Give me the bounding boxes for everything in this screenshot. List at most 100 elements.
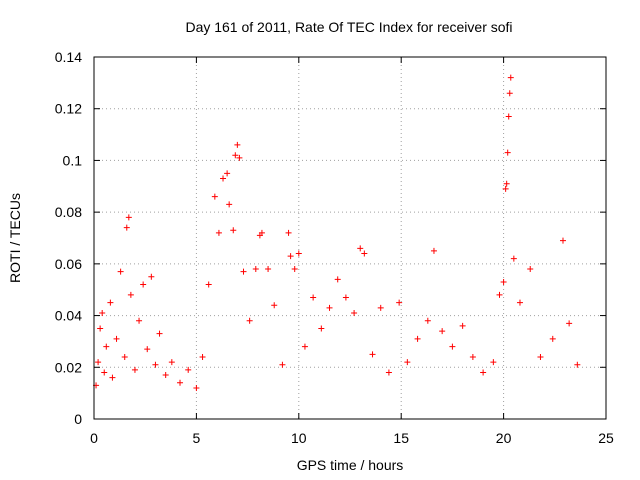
data-point [279, 361, 286, 368]
data-point [377, 304, 384, 311]
y-tick-label: 0.06 [55, 256, 82, 272]
data-point [215, 229, 222, 236]
data-point [193, 384, 200, 391]
data-point [480, 369, 487, 376]
data-point [230, 227, 237, 234]
data-point [351, 309, 358, 316]
data-point [527, 266, 534, 273]
data-point [496, 291, 503, 298]
x-tick-label: 25 [598, 430, 614, 446]
data-point [285, 229, 292, 236]
data-point [234, 141, 241, 148]
axis-ticks: 0 5 10 15 20 25 0 0.02 0.04 0.06 0.08 0.1 0.12 0.14 [55, 49, 614, 446]
data-point [424, 317, 431, 324]
data-point [342, 294, 349, 301]
data-point [103, 343, 110, 350]
data-point [500, 278, 507, 285]
data-point [502, 185, 509, 192]
x-tick-label: 5 [193, 430, 201, 446]
data-point [162, 372, 169, 379]
data-point [185, 366, 192, 373]
data-point [559, 237, 566, 244]
data-point [156, 330, 163, 337]
data-point [503, 180, 510, 187]
data-point [301, 343, 308, 350]
data-point [574, 361, 581, 368]
data-point [326, 304, 333, 311]
data-point [549, 335, 556, 342]
chart-title: Day 161 of 2011, Rate Of TEC Index for r… [185, 19, 512, 35]
data-point [123, 224, 130, 231]
data-point [97, 325, 104, 332]
data-point [334, 276, 341, 283]
data-point [505, 113, 512, 120]
x-axis-label: GPS time / hours [297, 457, 404, 473]
x-tick-label: 0 [90, 430, 98, 446]
data-point [148, 273, 155, 280]
y-tick-label: 0.04 [55, 308, 82, 324]
data-point [95, 359, 102, 366]
x-tick-label: 10 [291, 430, 307, 446]
data-point [510, 255, 517, 262]
data-point [117, 268, 124, 275]
data-point [220, 175, 227, 182]
data-point [224, 170, 231, 177]
data-point [258, 229, 265, 236]
data-point [414, 335, 421, 342]
data-point [318, 325, 325, 332]
data-points [93, 74, 581, 391]
y-tick-label: 0 [74, 411, 82, 427]
data-point [396, 299, 403, 306]
y-tick-label: 0.12 [55, 101, 82, 117]
data-point [226, 201, 233, 208]
data-point [449, 343, 456, 350]
data-point [295, 250, 302, 257]
data-point [369, 351, 376, 358]
data-point [125, 214, 132, 221]
data-point [232, 152, 239, 159]
x-tick-label: 15 [393, 430, 409, 446]
grid-lines [94, 57, 606, 419]
data-point [199, 353, 206, 360]
data-point [99, 309, 106, 316]
y-tick-label: 0.1 [63, 152, 83, 168]
data-point [211, 193, 218, 200]
data-point [240, 268, 247, 275]
data-point [236, 154, 243, 161]
data-point [121, 353, 128, 360]
data-point [205, 281, 212, 288]
data-point [566, 320, 573, 327]
data-point [265, 266, 272, 273]
data-point [439, 328, 446, 335]
data-point [430, 247, 437, 254]
y-tick-label: 0.08 [55, 204, 82, 220]
data-point [490, 359, 497, 366]
data-point [152, 361, 159, 368]
data-point [287, 253, 294, 260]
data-point [357, 245, 364, 252]
data-point [177, 379, 184, 386]
data-point [459, 322, 466, 329]
data-point [140, 281, 147, 288]
data-point [109, 374, 116, 381]
data-point [404, 359, 411, 366]
data-point [131, 366, 138, 373]
data-point [537, 353, 544, 360]
data-point [101, 369, 108, 376]
plot-frame [93, 56, 607, 420]
data-point [507, 74, 514, 81]
data-point [504, 149, 511, 156]
data-point [516, 299, 523, 306]
data-point [361, 250, 368, 257]
data-point [271, 302, 278, 309]
y-tick-label: 0.02 [55, 359, 82, 375]
data-point [385, 369, 392, 376]
y-tick-label: 0.14 [55, 49, 82, 65]
data-point [252, 266, 259, 273]
data-point [107, 299, 114, 306]
data-point [506, 90, 513, 97]
x-tick-label: 20 [496, 430, 512, 446]
data-point [136, 317, 143, 324]
data-point [144, 346, 151, 353]
